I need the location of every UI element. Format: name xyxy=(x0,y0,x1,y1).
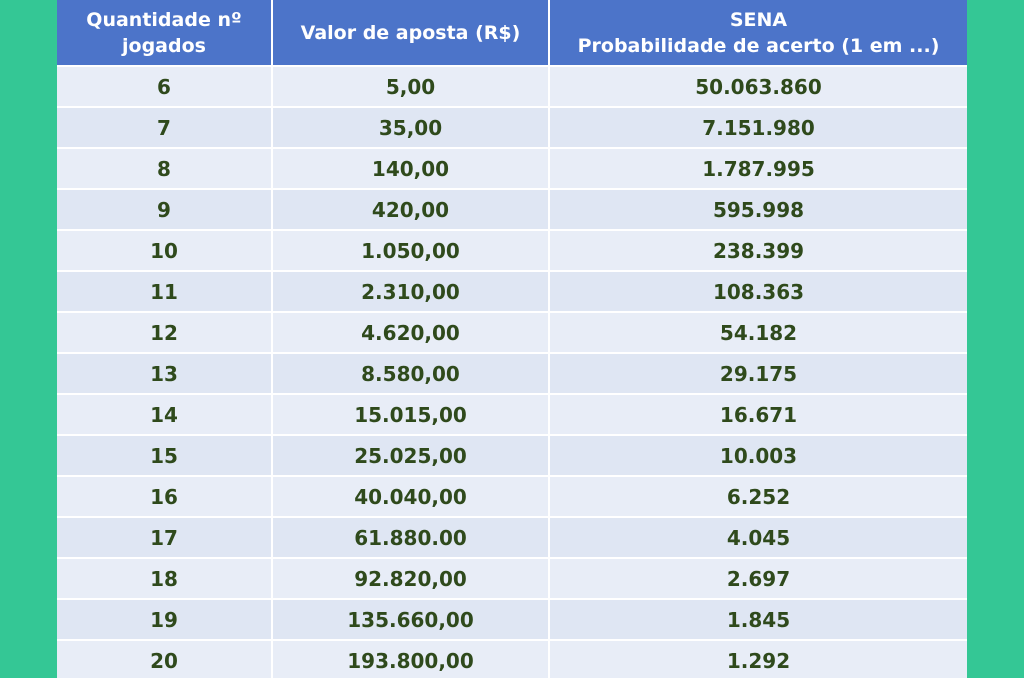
cell-quantity: 16 xyxy=(57,475,273,517)
cell-bet-value: 1.050,00 xyxy=(272,229,550,271)
cell-bet-value: 92.820,00 xyxy=(272,557,550,599)
cell-bet-value: 15.015,00 xyxy=(272,393,550,435)
cell-bet-value: 140,00 xyxy=(272,147,550,189)
odds-table-container: Quantidade nº jogados Valor de aposta (R… xyxy=(57,0,967,678)
cell-quantity: 18 xyxy=(57,557,273,599)
cell-quantity: 17 xyxy=(57,516,273,558)
cell-probability: 10.003 xyxy=(549,434,967,476)
cell-probability: 16.671 xyxy=(549,393,967,435)
cell-probability: 6.252 xyxy=(549,475,967,517)
cell-probability: 1.787.995 xyxy=(549,147,967,189)
cell-bet-value: 193.800,00 xyxy=(272,639,550,678)
cell-bet-value: 40.040,00 xyxy=(272,475,550,517)
header-probability-line2: Probabilidade de acerto (1 em ...) xyxy=(577,34,940,57)
table-header: Quantidade nº jogados Valor de aposta (R… xyxy=(57,0,967,66)
cell-quantity: 10 xyxy=(57,229,273,271)
table-body: 6 5,00 50.063.860 7 35,00 7.151.980 8 140,00 1.7… xyxy=(57,65,967,678)
header-quantity-line1: Quantidade nº xyxy=(86,8,242,31)
cell-quantity: 15 xyxy=(57,434,273,476)
cell-bet-value: 35,00 xyxy=(272,106,550,148)
cell-probability: 50.063.860 xyxy=(549,65,967,107)
cell-bet-value: 8.580,00 xyxy=(272,352,550,394)
cell-quantity: 7 xyxy=(57,106,273,148)
cell-quantity: 14 xyxy=(57,393,273,435)
cell-probability: 4.045 xyxy=(549,516,967,558)
cell-quantity: 11 xyxy=(57,270,273,312)
cell-quantity: 8 xyxy=(57,147,273,189)
cell-bet-value: 4.620,00 xyxy=(272,311,550,353)
table-row: 16 40.040,00 6.252 xyxy=(57,475,967,517)
cell-quantity: 13 xyxy=(57,352,273,394)
header-quantity: Quantidade nº jogados xyxy=(57,0,273,66)
cell-probability: 2.697 xyxy=(549,557,967,599)
cell-probability: 595.998 xyxy=(549,188,967,230)
table-row: 18 92.820,00 2.697 xyxy=(57,557,967,599)
cell-quantity: 6 xyxy=(57,65,273,107)
cell-bet-value: 25.025,00 xyxy=(272,434,550,476)
table-row: 15 25.025,00 10.003 xyxy=(57,434,967,476)
cell-probability: 1.845 xyxy=(549,598,967,640)
table-row: 11 2.310,00 108.363 xyxy=(57,270,967,312)
cell-quantity: 19 xyxy=(57,598,273,640)
cell-probability: 7.151.980 xyxy=(549,106,967,148)
table-row: 20 193.800,00 1.292 xyxy=(57,639,967,678)
cell-quantity: 20 xyxy=(57,639,273,678)
table-row: 14 15.015,00 16.671 xyxy=(57,393,967,435)
table-row: 10 1.050,00 238.399 xyxy=(57,229,967,271)
cell-probability: 1.292 xyxy=(549,639,967,678)
table-row: 17 61.880.00 4.045 xyxy=(57,516,967,558)
header-probability-line1: SENA xyxy=(729,8,788,31)
cell-bet-value: 5,00 xyxy=(272,65,550,107)
header-bet-value-line1: Valor de aposta (R$) xyxy=(300,21,521,44)
header-bet-value: Valor de aposta (R$) xyxy=(272,0,550,66)
table-row: 9 420,00 595.998 xyxy=(57,188,967,230)
header-probability: SENA Probabilidade de acerto (1 em ...) xyxy=(549,0,967,66)
cell-probability: 238.399 xyxy=(549,229,967,271)
cell-quantity: 12 xyxy=(57,311,273,353)
table-row: 6 5,00 50.063.860 xyxy=(57,65,967,107)
cell-bet-value: 61.880.00 xyxy=(272,516,550,558)
table-row: 8 140,00 1.787.995 xyxy=(57,147,967,189)
cell-probability: 54.182 xyxy=(549,311,967,353)
odds-table: Quantidade nº jogados Valor de aposta (R… xyxy=(57,0,967,678)
cell-bet-value: 2.310,00 xyxy=(272,270,550,312)
cell-probability: 108.363 xyxy=(549,270,967,312)
table-row: 7 35,00 7.151.980 xyxy=(57,106,967,148)
cell-bet-value: 420,00 xyxy=(272,188,550,230)
cell-probability: 29.175 xyxy=(549,352,967,394)
table-row: 13 8.580,00 29.175 xyxy=(57,352,967,394)
table-row: 19 135.660,00 1.845 xyxy=(57,598,967,640)
table-row: 12 4.620,00 54.182 xyxy=(57,311,967,353)
header-quantity-line2: jogados xyxy=(122,34,206,57)
cell-quantity: 9 xyxy=(57,188,273,230)
cell-bet-value: 135.660,00 xyxy=(272,598,550,640)
header-row: Quantidade nº jogados Valor de aposta (R… xyxy=(57,0,967,66)
